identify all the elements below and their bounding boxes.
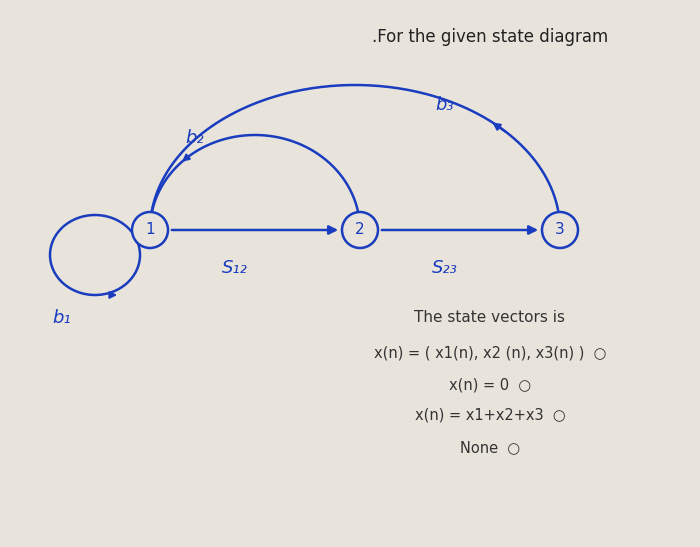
Text: None  ○: None ○ — [460, 440, 520, 455]
Circle shape — [342, 212, 378, 248]
Text: 3: 3 — [555, 223, 565, 237]
Text: x(n) = ( x1(n), x2 (n), x3(n) )  ○: x(n) = ( x1(n), x2 (n), x3(n) ) ○ — [374, 345, 606, 360]
Circle shape — [542, 212, 578, 248]
Text: b₃: b₃ — [435, 96, 454, 114]
Text: S₁₂: S₁₂ — [222, 259, 248, 277]
Text: x(n) = x1+x2+x3  ○: x(n) = x1+x2+x3 ○ — [414, 408, 566, 423]
Circle shape — [132, 212, 168, 248]
Text: 1: 1 — [145, 223, 155, 237]
Text: 2: 2 — [355, 223, 365, 237]
Text: b₂: b₂ — [186, 129, 204, 147]
Text: .For the given state diagram: .For the given state diagram — [372, 28, 608, 46]
Text: b₁: b₁ — [52, 309, 71, 327]
Text: S₂₃: S₂₃ — [432, 259, 458, 277]
Text: The state vectors is: The state vectors is — [414, 310, 566, 325]
Text: x(n) = 0  ○: x(n) = 0 ○ — [449, 378, 531, 393]
